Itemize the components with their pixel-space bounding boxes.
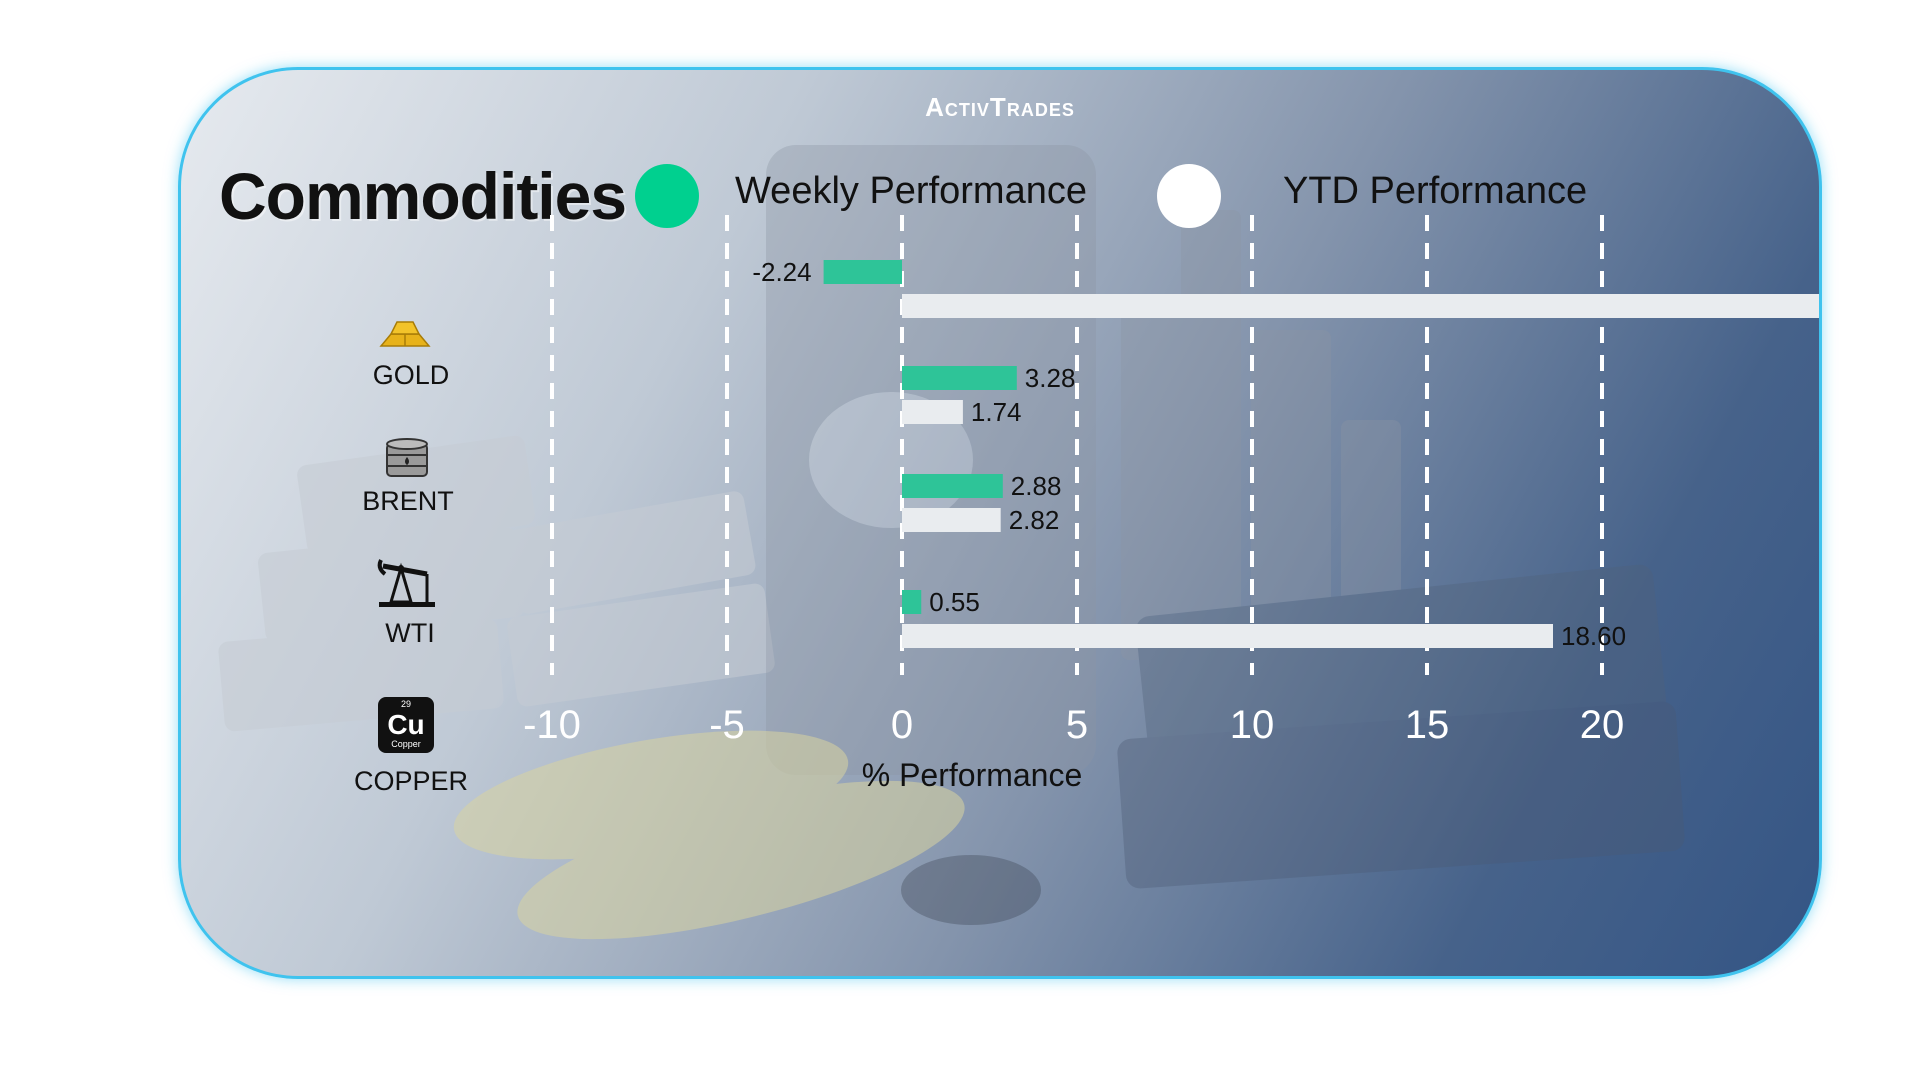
row-label-gold: GOLD [372,360,450,390]
gold-bars-icon [377,316,433,353]
x-tick-label: -5 [709,703,745,747]
data-label: -2.24 [752,257,811,287]
x-tick-label: 20 [1580,703,1625,747]
weekly-bar [823,260,902,284]
ytd-bar [902,624,1553,648]
data-label: 3.28 [1025,363,1076,393]
legend-weekly-label: Weekly Performance [735,170,1087,212]
chart-card: ActivTrades Commodities Weekly Performan… [178,67,1822,979]
oil-barrels-icon [383,436,431,483]
weekly-bar [902,590,922,614]
x-tick-label: 0 [891,703,913,747]
copper-element-icon: 29 Cu Copper [377,696,435,759]
svg-text:29: 29 [401,699,411,709]
svg-text:Cu: Cu [387,709,424,740]
data-label: 0.55 [929,587,980,617]
row-label-copper: COPPER [353,766,469,796]
row-label-wti: WTI [385,618,435,648]
x-axis-label: % Performance [862,757,1083,793]
legend-weekly-dot [635,164,699,228]
x-tick-label: 10 [1230,703,1275,747]
brand-logo: ActivTrades [925,92,1075,122]
ytd-bar [902,294,1819,318]
svg-text:Copper: Copper [391,739,421,749]
legend-ytd-dot [1157,164,1221,228]
x-tick-label: 15 [1405,703,1450,747]
data-label: 2.88 [1011,471,1062,501]
data-label: 18.60 [1561,621,1626,651]
data-label: 1.74 [971,397,1022,427]
chart-title: Commodities [219,159,627,233]
weekly-bar [902,366,1017,390]
row-label-brent: BRENT [362,486,454,516]
legend-ytd-label: YTD Performance [1283,170,1588,212]
oil-pump-icon [377,552,437,613]
ytd-bar [902,400,963,424]
weekly-bar [902,474,1003,498]
x-tick-label: -10 [523,703,581,747]
x-tick-label: 5 [1066,703,1088,747]
data-label: 2.82 [1009,505,1060,535]
ytd-bar [902,508,1001,532]
